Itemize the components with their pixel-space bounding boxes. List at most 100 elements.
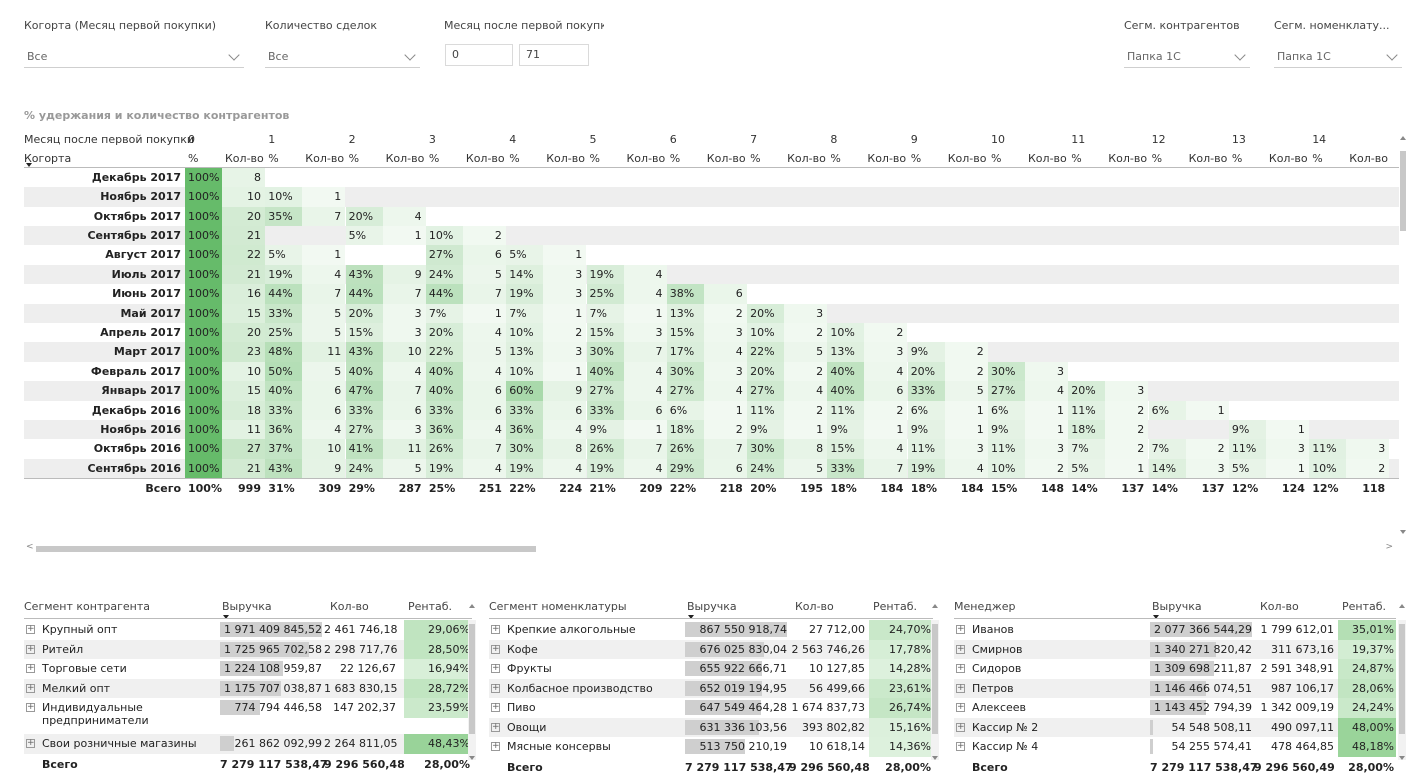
customer-count-cell: 11: [222, 420, 265, 439]
expand-plus-icon[interactable]: +: [491, 703, 500, 712]
expand-plus-icon[interactable]: +: [491, 723, 500, 732]
scroll-up-icon[interactable]: [932, 604, 938, 608]
expand-plus-icon[interactable]: +: [956, 723, 965, 732]
expand-plus-icon[interactable]: +: [26, 703, 35, 712]
table-column-header[interactable]: Рентаб.: [408, 596, 452, 618]
expand-plus-icon[interactable]: +: [26, 645, 35, 654]
table-column-header[interactable]: Сегмент контрагента: [24, 596, 150, 618]
table-column-header[interactable]: Сегмент номенклатуры: [489, 596, 627, 618]
table-column-header[interactable]: Кол-во: [1260, 596, 1299, 618]
sort-arrow-icon[interactable]: [26, 163, 32, 167]
expand-plus-icon[interactable]: +: [956, 742, 965, 751]
expand-plus-icon[interactable]: +: [956, 684, 965, 693]
scroll-up-icon[interactable]: [469, 604, 475, 608]
table-column-header[interactable]: Выручка: [1152, 596, 1202, 618]
expand-plus-icon[interactable]: +: [491, 684, 500, 693]
retention-pct-cell: 33%: [587, 401, 624, 420]
expand-plus-icon[interactable]: +: [956, 625, 965, 634]
table-vscroll-thumb[interactable]: [932, 624, 938, 734]
table-vertical-scrollbar[interactable]: [931, 620, 939, 760]
customer-count-cell: 2: [704, 304, 747, 323]
scroll-down-icon[interactable]: [1399, 756, 1405, 760]
expand-plus-icon[interactable]: +: [26, 684, 35, 693]
table-row[interactable]: +Крепкие алкогольные напитки867 550 918,…: [489, 620, 933, 640]
scroll-left-icon[interactable]: <: [26, 542, 34, 552]
expand-plus-icon[interactable]: +: [26, 739, 35, 748]
expand-plus-icon[interactable]: +: [491, 625, 500, 634]
table-column-header[interactable]: Выручка: [222, 596, 272, 618]
expand-plus-icon[interactable]: +: [956, 703, 965, 712]
table-column-header[interactable]: Менеджер: [954, 596, 1015, 618]
expand-plus-icon[interactable]: +: [491, 645, 500, 654]
table-column-header[interactable]: Рентаб.: [873, 596, 917, 618]
scroll-right-icon[interactable]: >: [1385, 542, 1393, 552]
scroll-down-icon[interactable]: [932, 756, 938, 760]
matrix-vertical-scrollbar[interactable]: [1399, 146, 1407, 530]
expand-plus-icon[interactable]: +: [956, 664, 965, 673]
scroll-up-icon[interactable]: [1399, 604, 1405, 608]
expand-plus-icon[interactable]: +: [26, 625, 35, 634]
month-range-to[interactable]: 71: [519, 44, 589, 66]
counterparty-segment-dropdown[interactable]: Папка 1С: [1124, 46, 1250, 68]
matrix-vscroll-thumb[interactable]: [1400, 151, 1406, 231]
scroll-up-icon[interactable]: [1400, 136, 1406, 140]
table-vscroll-thumb[interactable]: [1399, 624, 1405, 734]
deals-dropdown[interactable]: Все: [265, 46, 420, 68]
matrix-horizontal-scrollbar[interactable]: < >: [24, 543, 1407, 555]
table-column-header[interactable]: Кол-во: [795, 596, 834, 618]
table-column-header[interactable]: Выручка: [687, 596, 737, 618]
scroll-down-icon[interactable]: [469, 756, 475, 760]
scroll-down-icon[interactable]: [1400, 530, 1406, 534]
table-column-header[interactable]: Кол-во: [330, 596, 369, 618]
retention-pct-cell: 22%: [747, 342, 784, 361]
nomenclature-segment-dropdown[interactable]: Папка 1С: [1274, 46, 1402, 68]
expand-plus-icon[interactable]: +: [491, 664, 500, 673]
table-column-header[interactable]: Рентаб.: [1342, 596, 1386, 618]
table-vertical-scrollbar[interactable]: [468, 620, 476, 760]
expand-plus-icon[interactable]: +: [491, 742, 500, 751]
table-vertical-scrollbar[interactable]: [1398, 620, 1406, 760]
expand-plus-icon[interactable]: +: [956, 645, 965, 654]
cohort-dropdown[interactable]: Все: [24, 46, 244, 68]
matrix-hscroll-thumb[interactable]: [36, 546, 536, 552]
expand-plus-icon[interactable]: +: [26, 664, 35, 673]
month-range-from[interactable]: 0: [445, 44, 513, 66]
table-vscroll-thumb[interactable]: [469, 624, 475, 734]
